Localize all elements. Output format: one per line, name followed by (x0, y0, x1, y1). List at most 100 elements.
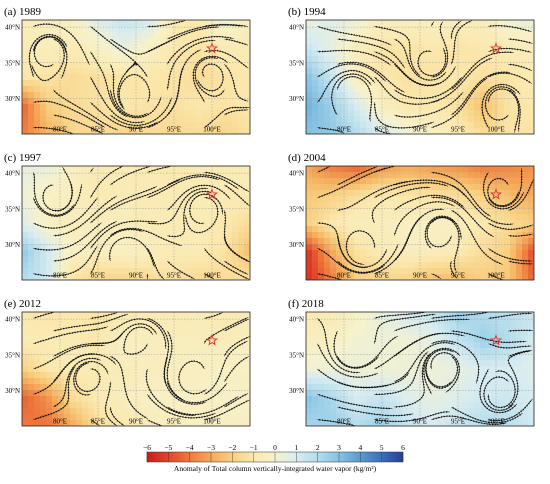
field-cell (486, 20, 493, 27)
field-cell (468, 50, 475, 57)
field-cell (462, 244, 469, 251)
colorbar-tick-label: 0 (273, 443, 277, 452)
field-cell (324, 220, 331, 227)
field-cell (118, 232, 125, 239)
field-cell (426, 172, 433, 179)
field-cell (214, 226, 221, 233)
field-cell (516, 262, 523, 269)
field-cell (88, 390, 95, 397)
field-cell (112, 372, 119, 379)
field-cell (238, 378, 245, 385)
field-cell (414, 408, 421, 415)
field-cell (318, 250, 325, 257)
field-cell (336, 408, 343, 415)
field-cell (366, 318, 373, 325)
field-cell (130, 68, 137, 75)
field-cell (112, 262, 119, 269)
field-cell (516, 366, 523, 373)
field-cell (196, 128, 203, 134)
field-cell (88, 372, 95, 379)
field-cell (172, 190, 179, 197)
field-cell (438, 56, 445, 63)
field-cell (214, 366, 221, 373)
field-cell (336, 68, 343, 75)
field-cell (336, 208, 343, 215)
field-cell (516, 402, 523, 409)
field-cell (378, 110, 385, 117)
field-cell (154, 214, 161, 221)
field-cell (306, 92, 313, 99)
field-cell (148, 110, 155, 117)
field-cell (318, 104, 325, 111)
field-cell (124, 366, 131, 373)
field-cell (474, 80, 481, 87)
field-cell (402, 226, 409, 233)
field-cell (348, 360, 355, 367)
field-cell (456, 38, 463, 45)
field-cell (378, 256, 385, 263)
field-cell (34, 92, 41, 99)
field-cell (154, 50, 161, 57)
field-cell (522, 202, 529, 209)
field-cell (82, 44, 89, 51)
field-cell (372, 366, 379, 373)
field-cell (330, 56, 337, 63)
field-cell (456, 390, 463, 397)
field-cell (58, 244, 65, 251)
field-cell (196, 372, 203, 379)
field-cell (100, 56, 107, 63)
field-cell (474, 178, 481, 185)
field-cell (420, 178, 427, 185)
field-cell (372, 178, 379, 185)
field-cell (124, 166, 131, 173)
field-cell (196, 342, 203, 349)
field-cell (438, 50, 445, 57)
field-cell (498, 92, 505, 99)
field-cell (360, 38, 367, 45)
field-cell (178, 318, 185, 325)
field-cell (426, 336, 433, 343)
field-cell (498, 74, 505, 81)
field-cell (196, 250, 203, 257)
field-cell (414, 190, 421, 197)
field-cell (142, 104, 149, 111)
field-cell (528, 330, 534, 337)
field-cell (504, 128, 511, 134)
field-cell (220, 220, 227, 227)
field-cell (142, 262, 149, 269)
field-cell (426, 390, 433, 397)
field-cell (70, 74, 77, 81)
field-cell (154, 396, 161, 403)
field-cell (420, 330, 427, 337)
field-cell (58, 196, 65, 203)
field-cell (244, 44, 250, 51)
field-cell (64, 214, 71, 221)
field-cell (354, 396, 361, 403)
field-cell (130, 98, 137, 105)
field-cell (94, 402, 101, 409)
panel-title: (b) 1994 (288, 6, 326, 18)
field-cell (306, 384, 313, 391)
field-cell (154, 414, 161, 421)
field-cell (184, 38, 191, 45)
field-cell (366, 104, 373, 111)
field-cell (450, 342, 457, 349)
field-cell (34, 372, 41, 379)
panel-1: 80°E 85°E 90°E 95°E 100°E40°N35°N30°N(a) 198… (4, 6, 251, 135)
field-cell (342, 104, 349, 111)
field-cell (528, 372, 534, 379)
field-cell (360, 20, 367, 27)
field-cell (438, 238, 445, 245)
field-cell (462, 268, 469, 275)
field-cell (336, 348, 343, 355)
field-cell (510, 262, 517, 269)
field-cell (438, 324, 445, 331)
field-cell (208, 372, 215, 379)
field-cell (52, 20, 59, 27)
field-cell (318, 330, 325, 337)
field-cell (348, 202, 355, 209)
streamline (317, 126, 345, 134)
field-cell (444, 122, 451, 129)
field-cell (196, 122, 203, 129)
field-cell (408, 348, 415, 355)
